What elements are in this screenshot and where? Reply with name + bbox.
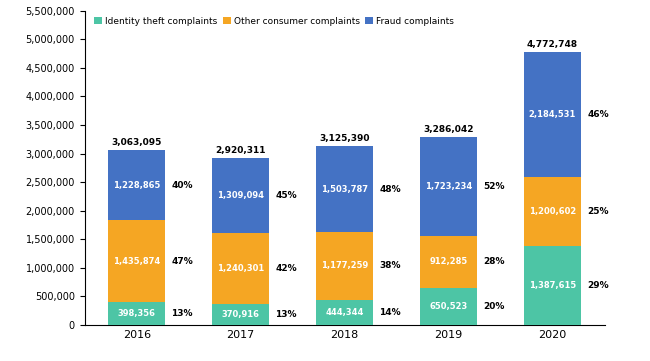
Text: 25%: 25% xyxy=(587,207,608,216)
Text: 3,063,095: 3,063,095 xyxy=(112,138,162,147)
Text: 1,309,094: 1,309,094 xyxy=(217,191,264,200)
Text: 40%: 40% xyxy=(172,180,193,190)
Text: 45%: 45% xyxy=(276,191,297,200)
Bar xyxy=(212,233,269,304)
Text: 1,387,615: 1,387,615 xyxy=(528,281,576,290)
Text: 370,916: 370,916 xyxy=(222,310,259,319)
Text: 1,723,234: 1,723,234 xyxy=(424,182,472,191)
Bar xyxy=(420,236,477,288)
Text: 28%: 28% xyxy=(483,257,504,266)
Text: 444,344: 444,344 xyxy=(325,308,364,317)
Bar xyxy=(316,232,373,300)
Text: 42%: 42% xyxy=(276,264,297,273)
Text: 48%: 48% xyxy=(380,185,401,194)
Text: 4,772,748: 4,772,748 xyxy=(526,40,578,49)
Text: 1,228,865: 1,228,865 xyxy=(113,180,161,190)
Text: 3,125,390: 3,125,390 xyxy=(319,134,370,143)
Text: 1,200,602: 1,200,602 xyxy=(528,207,576,216)
Text: 1,240,301: 1,240,301 xyxy=(217,264,265,273)
Text: 38%: 38% xyxy=(380,261,401,270)
Bar xyxy=(108,302,165,325)
Bar xyxy=(316,147,373,232)
Bar xyxy=(212,304,269,325)
Bar xyxy=(316,300,373,325)
Text: 3,286,042: 3,286,042 xyxy=(423,125,474,134)
Bar xyxy=(108,150,165,220)
Text: 52%: 52% xyxy=(483,182,504,191)
Text: 13%: 13% xyxy=(172,309,193,318)
Legend: Identity theft complaints, Other consumer complaints, Fraud complaints: Identity theft complaints, Other consume… xyxy=(94,17,454,26)
Text: 1,435,874: 1,435,874 xyxy=(113,257,161,266)
Text: 2,920,311: 2,920,311 xyxy=(215,146,266,155)
Text: 398,356: 398,356 xyxy=(118,309,156,318)
Text: 20%: 20% xyxy=(483,302,504,311)
Bar xyxy=(524,246,581,325)
Text: 1,503,787: 1,503,787 xyxy=(321,185,368,194)
Bar xyxy=(108,220,165,302)
Text: 13%: 13% xyxy=(276,310,297,319)
Text: 29%: 29% xyxy=(587,281,608,290)
Bar xyxy=(420,137,477,236)
Bar xyxy=(420,288,477,325)
Text: 46%: 46% xyxy=(587,110,608,119)
Text: 650,523: 650,523 xyxy=(429,302,467,311)
Bar xyxy=(524,52,581,177)
Text: 2,184,531: 2,184,531 xyxy=(528,110,576,119)
Text: 47%: 47% xyxy=(172,257,193,266)
Bar xyxy=(524,177,581,246)
Text: 1,177,259: 1,177,259 xyxy=(321,261,368,270)
Bar xyxy=(212,158,269,233)
Text: 912,285: 912,285 xyxy=(429,257,467,266)
Text: 14%: 14% xyxy=(380,308,401,317)
